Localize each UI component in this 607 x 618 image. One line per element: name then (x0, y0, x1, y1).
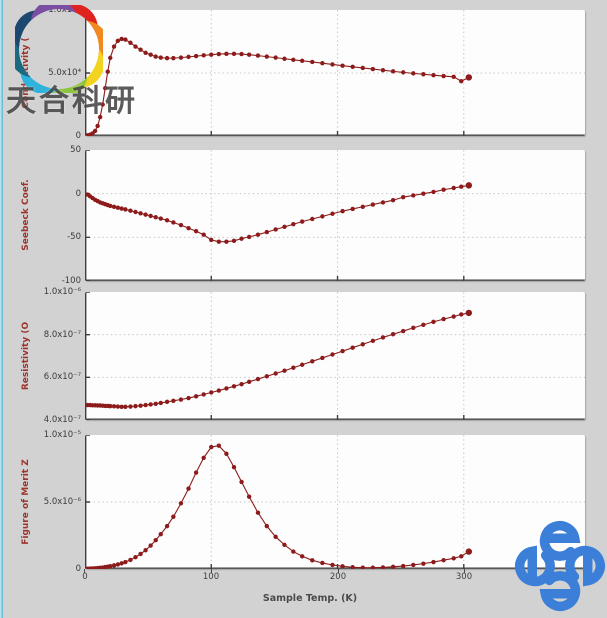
ytick-label: 4.0x10⁻⁷ (43, 415, 81, 425)
petal-purple (30, 5, 76, 21)
xtick-label: 300 (455, 572, 473, 582)
ytick-label: 0 (75, 131, 81, 141)
ytick-label: 6.0x10⁻⁷ (43, 372, 81, 382)
tianhe-pinwheel-logo-icon (15, 5, 103, 93)
petal-yellow (72, 49, 103, 88)
y-axis-title-seebeck: Seebeck Coef. (21, 179, 31, 251)
ytick-label: 0 (75, 564, 81, 574)
ytick-label: 1.0x10⁻⁶ (43, 287, 81, 297)
petal-cyan (20, 62, 59, 93)
xtick-mark (84, 569, 85, 573)
ytick-label: 5.0x10⁴ (48, 68, 81, 78)
ytick-label: 1.0x10⁵ (48, 5, 81, 15)
figure-of-merit-plot-area (85, 435, 585, 569)
seebeck-plot-area (85, 150, 585, 281)
xtick-mark (464, 569, 465, 573)
xtick-label: 200 (329, 572, 347, 582)
xtick-mark (211, 569, 212, 573)
pinwheel-petals (15, 5, 103, 93)
y-axis-title-resistivity: Resistivity (O (21, 321, 31, 391)
ytick-label: 50 (70, 145, 81, 155)
xtick-mark (338, 569, 339, 573)
xtick-label: 100 (202, 572, 220, 582)
conductivity-plot-area (85, 10, 585, 136)
xtick-label: 0 (82, 572, 88, 582)
window-left-border (0, 0, 3, 618)
ytick-label: 5.0x10⁻⁶ (43, 497, 81, 507)
petal-navy (15, 10, 46, 49)
ytick-label: 1.0x10⁻⁵ (43, 430, 81, 440)
blue-swirl-logo-icon (515, 521, 605, 611)
x-axis-title: Sample Temp. (K) (262, 593, 358, 604)
ytick-label: 8.0x10⁻⁷ (43, 330, 81, 340)
tianhe-watermark-text: 天合科研 (6, 84, 138, 119)
petal-red (59, 5, 98, 36)
ytick-label: -100 (61, 276, 81, 286)
swirl-e-shapes (515, 521, 605, 611)
resistivity-plot-area (85, 292, 585, 420)
ytick-label: 0 (75, 189, 81, 199)
ytick-label: -50 (67, 232, 81, 242)
